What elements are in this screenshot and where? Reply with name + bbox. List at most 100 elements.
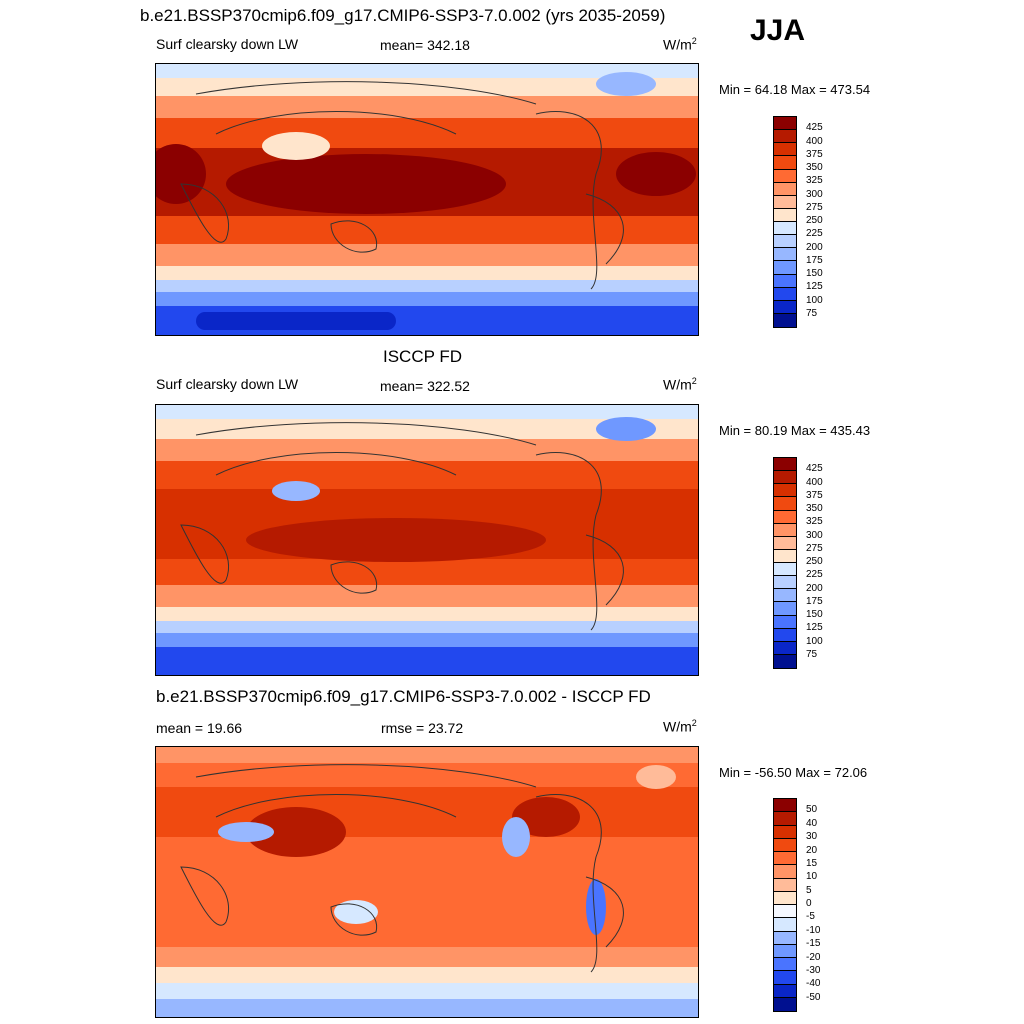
colorbar-tick-label: 0: [806, 898, 812, 909]
colorbar-swatch: [774, 195, 796, 209]
colorbar-tick-label: 200: [806, 241, 823, 253]
colorbar-swatch: [774, 523, 796, 537]
map-observation: [155, 404, 699, 676]
panel-minmax: Min = 64.18 Max = 473.54: [719, 82, 871, 97]
colorbar-tick-label: -10: [806, 924, 821, 936]
colorbar-tick-label: 175: [806, 595, 823, 607]
colorbar-tick-label: 400: [806, 135, 823, 147]
colorbar-swatch: [774, 825, 796, 839]
colorbar-tick-label: -20: [806, 951, 821, 963]
colorbar-tick-label: 275: [806, 201, 823, 213]
colorbar-tick-label: 125: [806, 622, 823, 634]
colorbar-tick-label: 150: [806, 609, 823, 620]
colorbar-swatch: [774, 248, 796, 262]
colorbar-tick-label: 100: [806, 635, 823, 647]
panel-units-label: W/m2: [663, 718, 697, 735]
colorbar-swatch: [774, 576, 796, 590]
colorbar-swatch: [774, 261, 796, 275]
colorbar-swatch: [774, 156, 796, 170]
colorbar-swatch: [774, 891, 796, 905]
colorbar: [773, 798, 797, 1012]
colorbar-tick-label: 200: [806, 582, 823, 594]
colorbar-swatch: [774, 799, 796, 813]
colorbar-tick-label: 250: [806, 556, 823, 567]
colorbar-swatch: [774, 615, 796, 629]
colorbar-swatch: [774, 563, 796, 577]
colorbar-swatch: [774, 852, 796, 866]
colorbar-tick-label: -5: [806, 911, 815, 923]
colorbar-swatch: [774, 944, 796, 958]
panel-minmax: Min = 80.19 Max = 435.43: [719, 423, 871, 438]
panel-title: b.e21.BSSP370cmip6.f09_g17.CMIP6-SSP3-7.…: [156, 687, 651, 706]
colorbar-tick-label: 275: [806, 542, 823, 554]
colorbar-swatch: [774, 274, 796, 288]
colorbar-swatch: [774, 905, 796, 919]
colorbar-swatch: [774, 958, 796, 972]
colorbar-tick-label: 325: [806, 175, 823, 187]
colorbar-tick-label: 250: [806, 215, 823, 226]
colorbar-tick-label: 425: [806, 122, 823, 134]
colorbar-swatch: [774, 130, 796, 144]
colorbar-tick-label: 125: [806, 281, 823, 293]
colorbar-swatch: [774, 287, 796, 301]
colorbar: [773, 116, 797, 328]
panel-mean-label: mean = 19.66: [156, 720, 243, 736]
colorbar-tick-label: 325: [806, 516, 823, 528]
panel-rmse-label: rmse = 23.72: [381, 720, 464, 736]
colorbar-tick-label: 75: [806, 648, 818, 660]
colorbar-tick-label: 15: [806, 857, 818, 869]
panel-title: ISCCP FD: [383, 347, 463, 366]
colorbar-swatch: [774, 182, 796, 196]
colorbar-swatch: [774, 971, 796, 985]
colorbar-tick-label: 40: [806, 817, 818, 829]
colorbar-tick-label: 175: [806, 254, 823, 266]
colorbar-swatch: [774, 143, 796, 157]
colorbar: [773, 457, 797, 669]
colorbar-swatch: [774, 235, 796, 249]
colorbar-swatch: [774, 641, 796, 655]
colorbar-tick-label: -40: [806, 978, 821, 990]
colorbar-swatch: [774, 984, 796, 998]
colorbar-tick-label: 225: [806, 569, 823, 581]
colorbar-swatch: [774, 589, 796, 603]
colorbar-swatch: [774, 458, 796, 472]
colorbar-swatch: [774, 117, 796, 131]
panel-minmax: Min = -56.50 Max = 72.06: [719, 765, 868, 780]
map-difference: [155, 746, 699, 1018]
map-model: [155, 63, 699, 336]
colorbar-swatch: [774, 300, 796, 314]
panel-variable-label: Surf clearsky down LW: [156, 376, 299, 392]
colorbar-tick-label: 350: [806, 503, 823, 514]
colorbar-swatch: [774, 536, 796, 550]
colorbar-tick-label: 75: [806, 307, 818, 319]
colorbar-swatch: [774, 471, 796, 485]
colorbar-swatch: [774, 878, 796, 892]
panel-units-label: W/m2: [663, 376, 697, 393]
colorbar-swatch: [774, 484, 796, 498]
colorbar-swatch: [774, 549, 796, 563]
colorbar-tick-label: -50: [806, 991, 821, 1003]
colorbar-swatch: [774, 918, 796, 932]
colorbar-swatch: [774, 838, 796, 852]
colorbar-tick-label: 300: [806, 188, 823, 200]
panel-mean-label: mean= 342.18: [380, 37, 470, 53]
colorbar-swatch: [774, 222, 796, 236]
colorbar-tick-label: 225: [806, 228, 823, 240]
colorbar-swatch: [774, 602, 796, 616]
panel-variable-label: Surf clearsky down LW: [156, 36, 299, 52]
colorbar-swatch: [774, 497, 796, 511]
colorbar-swatch: [774, 812, 796, 826]
colorbar-tick-label: 425: [806, 463, 823, 475]
colorbar-swatch: [774, 208, 796, 222]
figure-title: b.e21.BSSP370cmip6.f09_g17.CMIP6-SSP3-7.…: [140, 6, 666, 25]
colorbar-tick-label: 300: [806, 529, 823, 541]
colorbar-tick-label: 350: [806, 162, 823, 173]
colorbar-tick-label: 150: [806, 268, 823, 279]
colorbar-swatch: [774, 997, 796, 1011]
panel-units-label: W/m2: [663, 36, 697, 53]
colorbar-tick-label: 10: [806, 871, 818, 883]
colorbar-swatch: [774, 313, 796, 327]
colorbar-swatch: [774, 510, 796, 524]
colorbar-swatch: [774, 654, 796, 668]
colorbar-tick-label: -30: [806, 964, 821, 976]
